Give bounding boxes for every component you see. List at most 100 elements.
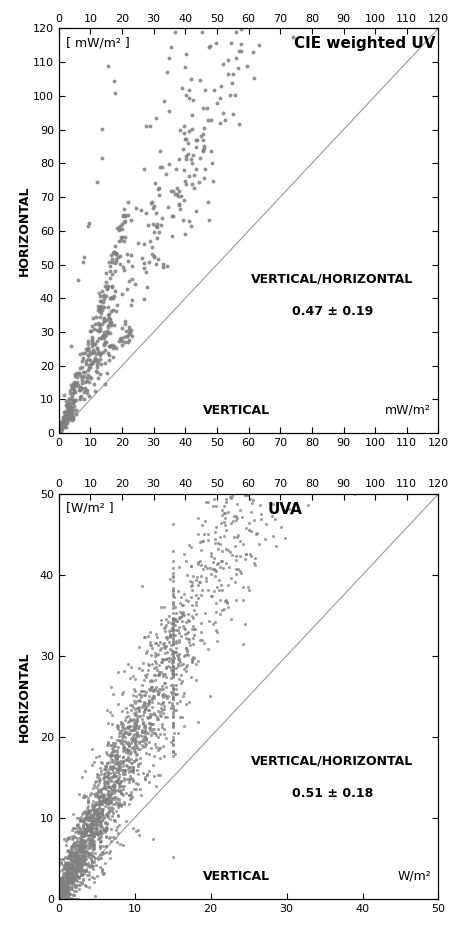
Point	[108, 279, 115, 294]
Point	[119, 208, 126, 223]
Point	[57, 891, 64, 906]
Point	[80, 391, 87, 406]
Point	[120, 720, 128, 735]
Point	[55, 882, 63, 897]
Point	[198, 534, 205, 549]
Point	[222, 491, 229, 506]
Point	[82, 824, 89, 839]
Point	[81, 805, 88, 820]
Point	[122, 814, 129, 829]
Point	[192, 606, 199, 622]
Point	[82, 383, 89, 398]
Point	[81, 812, 88, 827]
Point	[217, 516, 224, 531]
Point	[92, 383, 99, 398]
Point	[88, 817, 95, 832]
Point	[82, 835, 89, 850]
Point	[143, 279, 151, 294]
Point	[93, 333, 101, 348]
Point	[170, 620, 177, 635]
Point	[269, 528, 276, 543]
Point	[109, 779, 116, 794]
Point	[212, 596, 219, 611]
Point	[65, 875, 72, 890]
Point	[113, 792, 120, 807]
Point	[71, 366, 78, 381]
Point	[118, 287, 125, 302]
Point	[204, 495, 211, 510]
Point	[63, 871, 70, 886]
Point	[144, 1, 151, 16]
Point	[115, 794, 123, 809]
Point	[234, 528, 241, 543]
Point	[127, 735, 134, 750]
Point	[64, 891, 71, 906]
Point	[67, 867, 74, 882]
Point	[189, 92, 196, 107]
Point	[189, 630, 196, 645]
Point	[60, 885, 68, 900]
Point	[65, 891, 72, 906]
Point	[168, 656, 175, 671]
Point	[78, 840, 85, 855]
Point	[239, 579, 246, 594]
Point	[55, 883, 63, 898]
Point	[115, 797, 122, 812]
Point	[138, 662, 145, 677]
Point	[64, 866, 71, 881]
Point	[169, 623, 176, 639]
Point	[160, 639, 167, 655]
Point	[169, 732, 176, 747]
Point	[119, 778, 126, 793]
Point	[106, 780, 113, 795]
Point	[116, 759, 123, 774]
Point	[135, 699, 143, 714]
Point	[108, 252, 115, 267]
Point	[92, 803, 100, 818]
Point	[97, 293, 104, 308]
Point	[142, 629, 149, 644]
Point	[72, 865, 79, 880]
Point	[101, 824, 109, 839]
Point	[169, 681, 176, 696]
Point	[110, 812, 117, 827]
Point	[126, 769, 133, 784]
Point	[86, 822, 93, 837]
Point	[58, 883, 65, 898]
Point	[56, 876, 63, 891]
Point	[112, 764, 120, 780]
Point	[55, 426, 62, 441]
Point	[196, 632, 203, 647]
Point	[77, 857, 84, 872]
Point	[207, 548, 214, 563]
Point	[106, 264, 114, 279]
Point	[122, 710, 129, 725]
Point	[205, 613, 212, 628]
Point	[85, 855, 92, 870]
Point	[169, 662, 176, 677]
Point	[72, 846, 79, 861]
Point	[78, 825, 86, 840]
Point	[288, 1, 295, 16]
Point	[144, 697, 151, 712]
Point	[130, 693, 138, 709]
Point	[76, 854, 83, 869]
Point	[65, 858, 72, 873]
Point	[63, 891, 70, 906]
Point	[98, 790, 106, 805]
Point	[79, 814, 86, 829]
Point	[273, 1, 280, 16]
Point	[74, 843, 81, 858]
Point	[113, 762, 120, 777]
Point	[181, 631, 189, 646]
Point	[89, 849, 96, 864]
Point	[102, 759, 109, 774]
Point	[77, 848, 84, 863]
Point	[174, 651, 181, 666]
Point	[120, 770, 127, 785]
Point	[83, 385, 90, 400]
Point	[135, 692, 143, 708]
Point	[101, 287, 108, 302]
Point	[147, 638, 154, 653]
Point	[165, 614, 172, 629]
